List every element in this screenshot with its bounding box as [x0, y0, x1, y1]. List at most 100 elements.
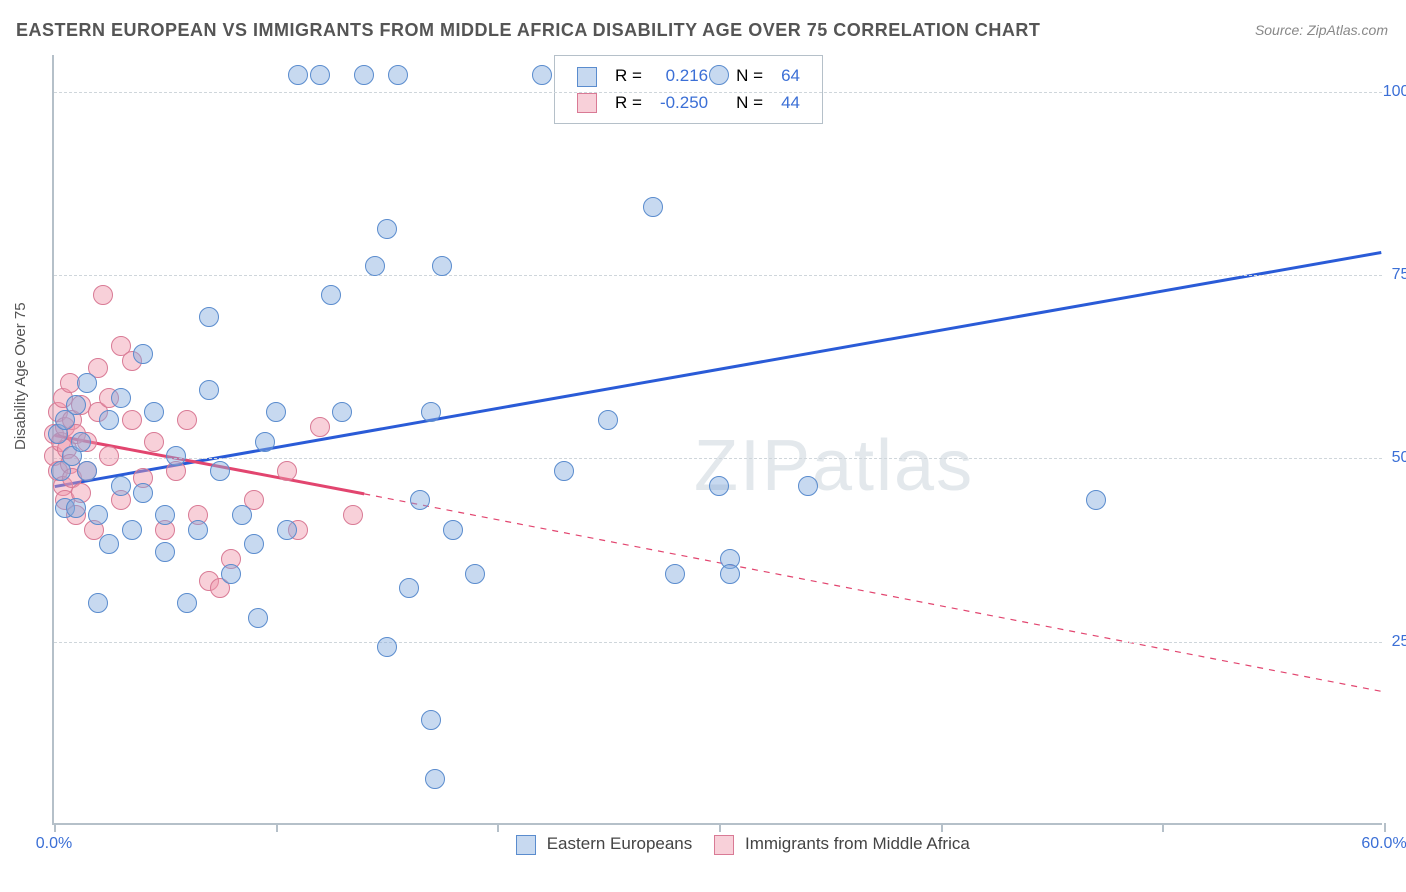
correlation-row: R =0.216N =64	[569, 64, 808, 89]
scatter-point-blue	[388, 65, 408, 85]
blue-swatch-icon	[577, 67, 597, 87]
scatter-point-blue	[255, 432, 275, 452]
regression-line-pink-dashed	[364, 494, 1381, 691]
scatter-point-blue	[111, 476, 131, 496]
scatter-point-blue	[425, 769, 445, 789]
pink-legend-swatch-icon	[714, 835, 734, 855]
chart-title: EASTERN EUROPEAN VS IMMIGRANTS FROM MIDD…	[16, 20, 1040, 41]
legend: Eastern Europeans Immigrants from Middle…	[494, 834, 970, 855]
r-label: R =	[607, 91, 650, 116]
scatter-point-pink	[177, 410, 197, 430]
source-attribution: Source: ZipAtlas.com	[1255, 22, 1388, 38]
blue-legend-swatch-icon	[516, 835, 536, 855]
n-label: N =	[718, 91, 771, 116]
pink-swatch-icon	[577, 93, 597, 113]
swatch-cell	[569, 64, 605, 89]
y-tick-label: 50.0%	[1392, 449, 1406, 467]
scatter-point-blue	[188, 520, 208, 540]
plot-area: ZIPatlas R =0.216N =64R =-0.250N =44 Eas…	[52, 55, 1382, 825]
scatter-point-blue	[221, 564, 241, 584]
scatter-point-blue	[232, 505, 252, 525]
correlation-box: R =0.216N =64R =-0.250N =44	[554, 55, 823, 124]
scatter-point-blue	[377, 219, 397, 239]
scatter-point-blue	[155, 542, 175, 562]
scatter-point-blue	[332, 402, 352, 422]
scatter-point-blue	[665, 564, 685, 584]
scatter-point-blue	[66, 498, 86, 518]
scatter-point-blue	[798, 476, 818, 496]
scatter-point-blue	[244, 534, 264, 554]
scatter-point-blue	[277, 520, 297, 540]
gridline	[54, 92, 1382, 93]
y-axis-label: Disability Age Over 75	[12, 302, 29, 450]
scatter-point-blue	[133, 344, 153, 364]
scatter-point-blue	[66, 395, 86, 415]
scatter-point-pink	[343, 505, 363, 525]
n-value: 64	[773, 64, 808, 89]
regression-line-pink	[55, 435, 365, 494]
r-value: -0.250	[652, 91, 716, 116]
scatter-point-blue	[77, 461, 97, 481]
r-value: 0.216	[652, 64, 716, 89]
legend-label: Immigrants from Middle Africa	[740, 834, 970, 853]
scatter-point-blue	[133, 483, 153, 503]
x-tick-mark	[276, 823, 278, 832]
scatter-point-blue	[88, 505, 108, 525]
scatter-point-blue	[210, 461, 230, 481]
swatch-cell	[569, 91, 605, 116]
scatter-point-blue	[99, 534, 119, 554]
scatter-point-blue	[77, 373, 97, 393]
x-tick-mark	[54, 823, 56, 832]
scatter-point-blue	[421, 402, 441, 422]
scatter-point-pink	[277, 461, 297, 481]
scatter-point-blue	[354, 65, 374, 85]
scatter-point-blue	[465, 564, 485, 584]
x-tick-mark	[719, 823, 721, 832]
x-tick-mark	[1384, 823, 1386, 832]
scatter-point-blue	[144, 402, 164, 422]
scatter-point-blue	[177, 593, 197, 613]
scatter-point-blue	[310, 65, 330, 85]
scatter-point-blue	[199, 380, 219, 400]
regression-line-blue	[55, 252, 1382, 486]
regression-lines-layer	[54, 55, 1382, 823]
scatter-point-blue	[532, 65, 552, 85]
x-tick-label: 0.0%	[36, 835, 72, 853]
scatter-point-pink	[310, 417, 330, 437]
scatter-point-blue	[432, 256, 452, 276]
scatter-point-blue	[288, 65, 308, 85]
r-label: R =	[607, 64, 650, 89]
chart-container: EASTERN EUROPEAN VS IMMIGRANTS FROM MIDD…	[0, 0, 1406, 892]
scatter-point-blue	[554, 461, 574, 481]
scatter-point-blue	[248, 608, 268, 628]
gridline	[54, 458, 1382, 459]
scatter-point-blue	[266, 402, 286, 422]
correlation-row: R =-0.250N =44	[569, 91, 808, 116]
scatter-point-blue	[709, 65, 729, 85]
scatter-point-pink	[122, 410, 142, 430]
scatter-point-blue	[166, 446, 186, 466]
scatter-point-pink	[144, 432, 164, 452]
scatter-point-blue	[71, 432, 91, 452]
scatter-point-blue	[99, 410, 119, 430]
correlation-table: R =0.216N =64R =-0.250N =44	[567, 62, 810, 117]
scatter-point-pink	[99, 446, 119, 466]
scatter-point-blue	[155, 505, 175, 525]
scatter-point-blue	[709, 476, 729, 496]
legend-label: Eastern Europeans	[542, 834, 692, 853]
scatter-point-blue	[598, 410, 618, 430]
x-tick-mark	[497, 823, 499, 832]
scatter-point-blue	[321, 285, 341, 305]
scatter-point-blue	[111, 388, 131, 408]
y-tick-label: 75.0%	[1392, 266, 1406, 284]
x-tick-mark	[941, 823, 943, 832]
scatter-point-blue	[1086, 490, 1106, 510]
scatter-point-blue	[421, 710, 441, 730]
scatter-point-blue	[720, 564, 740, 584]
scatter-point-blue	[199, 307, 219, 327]
scatter-point-blue	[643, 197, 663, 217]
gridline	[54, 275, 1382, 276]
scatter-point-blue	[122, 520, 142, 540]
scatter-point-blue	[365, 256, 385, 276]
scatter-point-blue	[399, 578, 419, 598]
